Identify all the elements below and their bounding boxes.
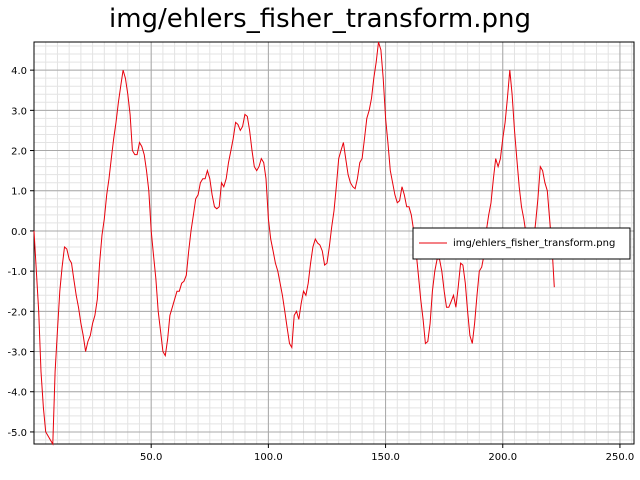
x-tick-label: 50.0 [140,452,162,463]
y-axis: 4.0 3.0 2.0 1.0 0.0 -1.0 -2.0 -3.0 -4.0 -5.0 [7,66,34,439]
plot-frame [33,41,635,445]
y-tick-label: 4.0 [11,66,27,77]
x-tick-label: 150.0 [371,452,400,463]
y-tick-label: 0.0 [11,227,27,238]
x-tick-label: 250.0 [606,452,635,463]
legend-box [412,227,631,260]
y-tick-label: -1.0 [7,267,27,278]
y-tick-label: -3.0 [7,348,27,359]
y-tick-label: 1.0 [11,187,27,198]
x-tick-label: 100.0 [254,452,283,463]
y-tick-label: 2.0 [11,147,27,158]
x-axis: 50.0 100.0 150.0 200.0 250.0 [140,444,634,463]
y-tick-label: -5.0 [7,428,27,439]
series-line [33,41,555,446]
y-tick-label: -4.0 [7,388,27,399]
y-tick-label: -2.0 [7,307,27,318]
chart-title: img/ehlers_fisher_transform.png [108,4,532,34]
x-tick-label: 200.0 [488,452,517,463]
y-tick-label: 3.0 [11,106,27,117]
legend-label: img/ehlers_fisher_transform.png [453,238,615,249]
legend: img/ehlers_fisher_transform.png [412,227,631,260]
